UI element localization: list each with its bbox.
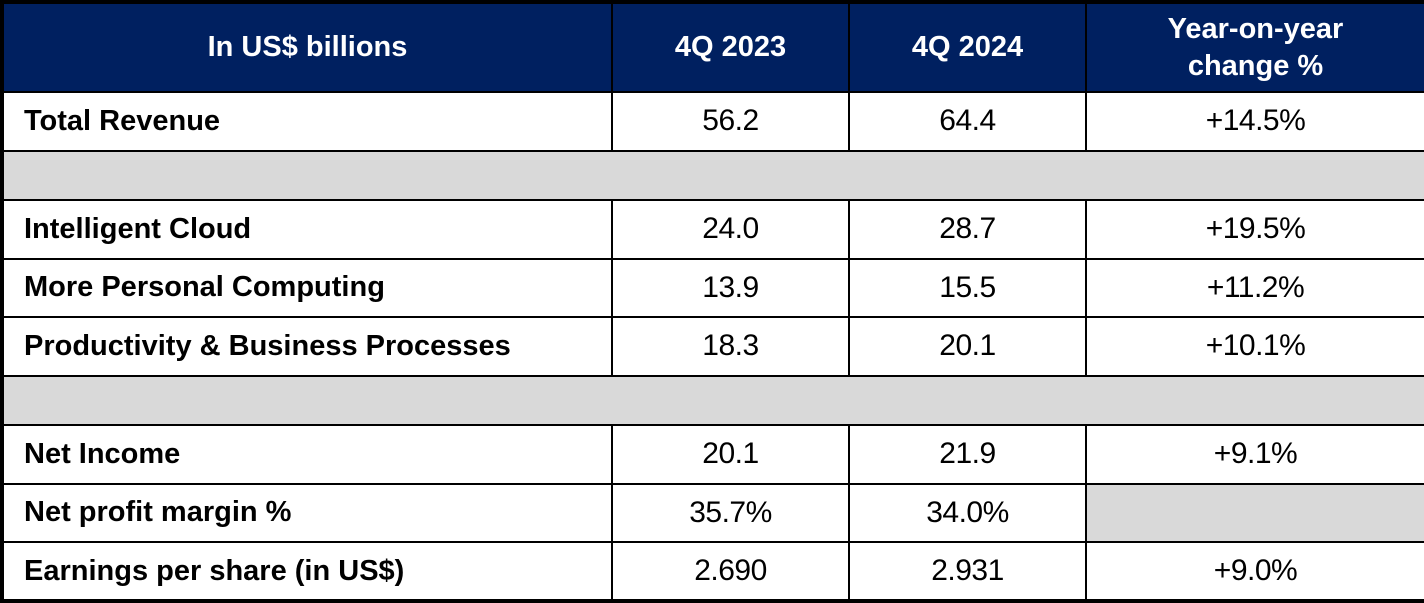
- table-row-net-profit-margin: Net profit margin % 35.7% 34.0%: [1, 482, 1424, 544]
- cell-q4-2023: 56.2: [611, 91, 850, 152]
- header-yoy-change: Year-on-year change %: [1085, 1, 1424, 93]
- row-label: Earnings per share (in US$): [1, 541, 613, 602]
- cell-q4-2023: 13.9: [611, 257, 850, 319]
- cell-q4-2023: 2.690: [611, 541, 850, 602]
- table-row-intelligent-cloud: Intelligent Cloud 24.0 28.7 +19.5%: [1, 198, 1424, 260]
- row-label: Net profit margin %: [1, 482, 613, 544]
- row-label: Net Income: [1, 424, 613, 485]
- row-label: Total Revenue: [1, 91, 613, 152]
- header-metric-column: In US$ billions: [1, 1, 613, 93]
- cell-yoy: +10.1%: [1085, 316, 1424, 377]
- row-label: Intelligent Cloud: [1, 198, 613, 260]
- cell-q4-2024: 15.5: [848, 257, 1087, 319]
- table-row-earnings-per-share: Earnings per share (in US$) 2.690 2.931 …: [1, 541, 1424, 602]
- table-row-productivity-business-processes: Productivity & Business Processes 18.3 2…: [1, 316, 1424, 377]
- header-q4-2024: 4Q 2024: [848, 1, 1087, 93]
- cell-q4-2024: 21.9: [848, 424, 1087, 485]
- header-q4-2023: 4Q 2023: [611, 1, 850, 93]
- header-yoy-change-label: Year-on-year change %: [1167, 13, 1344, 82]
- cell-yoy-empty: [1085, 482, 1424, 544]
- cell-yoy: +14.5%: [1085, 91, 1424, 152]
- spacer-band: [2, 149, 1424, 201]
- row-label: More Personal Computing: [1, 257, 613, 319]
- cell-q4-2024: 20.1: [848, 316, 1087, 377]
- spacer-row: [2, 374, 1424, 427]
- cell-q4-2023: 20.1: [611, 424, 850, 485]
- cell-q4-2023: 18.3: [611, 316, 850, 377]
- spacer-band: [2, 374, 1424, 427]
- cell-q4-2023: 24.0: [611, 198, 850, 260]
- header-row: In US$ billions 4Q 2023 4Q 2024 Year-on-…: [1, 1, 1424, 93]
- row-label: Productivity & Business Processes: [1, 316, 613, 377]
- cell-q4-2024: 2.931: [848, 541, 1087, 602]
- cell-q4-2023: 35.7%: [611, 482, 850, 544]
- cell-q4-2024: 28.7: [848, 198, 1087, 260]
- cell-yoy: +19.5%: [1085, 198, 1424, 260]
- table-row-more-personal-computing: More Personal Computing 13.9 15.5 +11.2%: [1, 257, 1424, 319]
- table-row-total-revenue: Total Revenue 56.2 64.4 +14.5%: [1, 91, 1424, 152]
- cell-yoy: +11.2%: [1085, 257, 1424, 319]
- cell-q4-2024: 64.4: [848, 91, 1087, 152]
- spacer-row: [2, 149, 1424, 201]
- cell-yoy: +9.0%: [1085, 541, 1424, 602]
- cell-q4-2024: 34.0%: [848, 482, 1087, 544]
- cell-yoy: +9.1%: [1085, 424, 1424, 485]
- table-row-net-income: Net Income 20.1 21.9 +9.1%: [1, 424, 1424, 485]
